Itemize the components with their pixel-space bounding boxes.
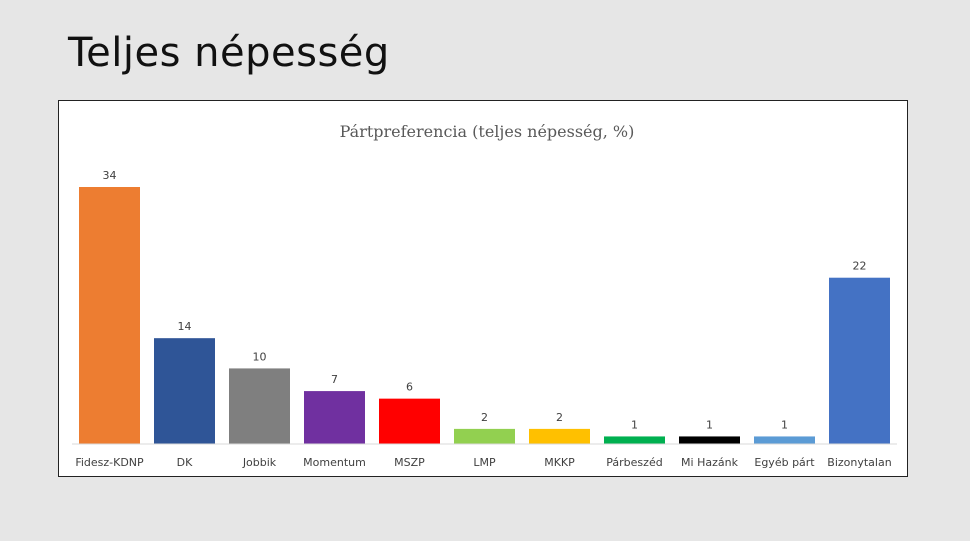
- category-label: MSZP: [394, 456, 425, 469]
- bar-egy-b-p-rt: [754, 436, 815, 444]
- bar-lmp: [454, 428, 515, 444]
- category-label: Mi Hazánk: [681, 456, 739, 469]
- data-label: 34: [103, 169, 117, 182]
- category-label: Egyéb párt: [754, 456, 815, 469]
- data-label: 7: [331, 373, 338, 386]
- bar-dk: [154, 338, 215, 444]
- bar-mszp: [379, 398, 440, 444]
- category-label: Párbeszéd: [606, 456, 662, 469]
- data-label: 22: [853, 260, 867, 273]
- slide-title: Teljes népesség: [68, 30, 390, 76]
- bar-mi-haz-nk: [679, 436, 740, 444]
- chart-title: Pártpreferencia (teljes népesség, %): [340, 122, 635, 141]
- data-label: 1: [781, 418, 788, 431]
- bar-bizonytalan: [829, 277, 890, 444]
- category-label: Momentum: [303, 456, 366, 469]
- party-preference-bar-chart: Pártpreferencia (teljes népesség, %) 34 F…: [72, 122, 897, 469]
- data-label: 14: [178, 320, 192, 333]
- bar-mkkp: [529, 428, 590, 444]
- bars-group: 34 Fidesz-KDNP 14 DK 10 Jobbik 7 Momentum 6 MSZP 2…: [75, 169, 891, 469]
- chart-container: Pártpreferencia (teljes népesség, %) 34 F…: [58, 100, 908, 477]
- category-label: MKKP: [544, 456, 575, 469]
- bar-momentum: [304, 391, 365, 444]
- bar-fidesz-kdnp: [79, 187, 140, 444]
- data-label: 1: [706, 418, 713, 431]
- data-label: 2: [481, 411, 488, 424]
- data-label: 10: [253, 350, 267, 363]
- category-label: Jobbik: [242, 456, 277, 469]
- category-label: Bizonytalan: [827, 456, 891, 469]
- category-label: LMP: [473, 456, 496, 469]
- category-label: Fidesz-KDNP: [75, 456, 144, 469]
- data-label: 2: [556, 411, 563, 424]
- data-label: 6: [406, 381, 413, 394]
- category-label: DK: [177, 456, 193, 469]
- data-label: 1: [631, 418, 638, 431]
- bar-p-rbesz-d: [604, 436, 665, 444]
- bar-jobbik: [229, 368, 290, 444]
